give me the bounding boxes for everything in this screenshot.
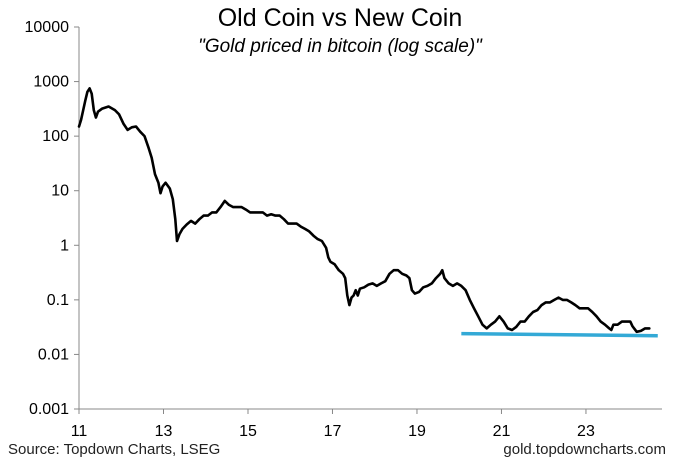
support-trendline xyxy=(461,331,658,338)
x-tick-label: 11 xyxy=(71,423,88,440)
x-tick-label: 21 xyxy=(493,423,511,440)
website-credit: gold.topdowncharts.com xyxy=(503,441,666,458)
y-tick-label: 10000 xyxy=(25,19,70,36)
y-tick-label: 1000 xyxy=(33,74,69,91)
y-tick-label: 100 xyxy=(42,128,69,145)
chart-subtitle: "Gold priced in bitcoin (log scale)" xyxy=(198,36,482,57)
gold-in-bitcoin-series-line xyxy=(77,87,651,334)
y-tick-label: 0.001 xyxy=(29,401,69,418)
source-note: Source: Topdown Charts, LSEG xyxy=(8,441,221,458)
y-tick-label: 0.1 xyxy=(47,292,69,309)
chart-title: Old Coin vs New Coin xyxy=(217,4,463,32)
y-tick-label: 0.01 xyxy=(38,346,69,363)
x-tick-label: 15 xyxy=(239,423,257,440)
y-tick-label: 1 xyxy=(60,237,69,254)
x-tick-label: 17 xyxy=(324,423,342,440)
y-tick-label: 10 xyxy=(51,183,69,200)
x-tick-label: 19 xyxy=(408,423,426,440)
x-tick-label: 13 xyxy=(155,423,173,440)
x-tick-label: 23 xyxy=(577,423,595,440)
